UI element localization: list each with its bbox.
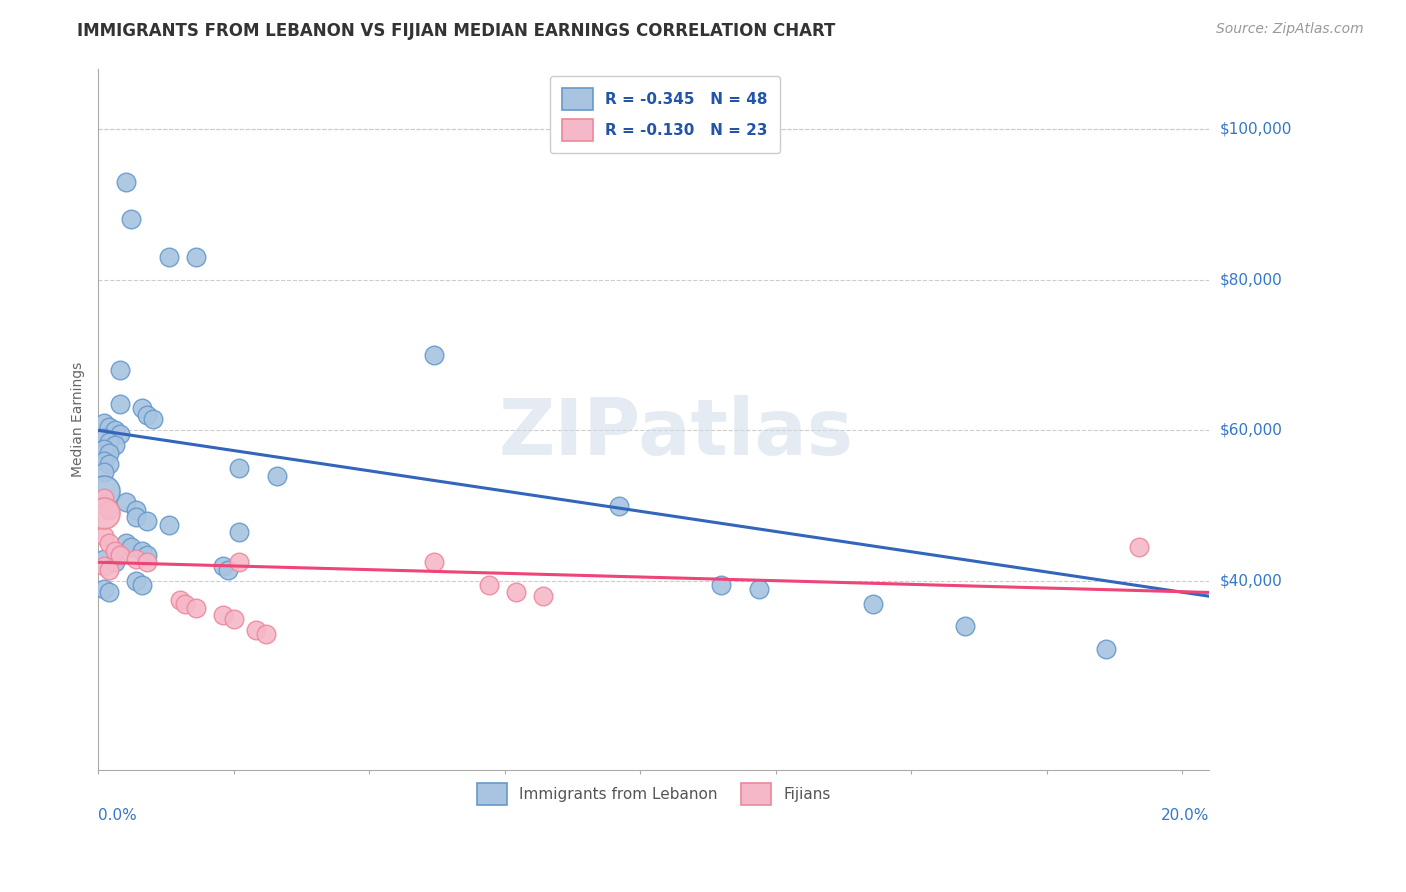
Point xyxy=(136,548,159,562)
Point xyxy=(131,401,153,415)
Point xyxy=(125,551,148,566)
Point xyxy=(125,502,148,516)
Text: Source: ZipAtlas.com: Source: ZipAtlas.com xyxy=(1216,22,1364,37)
Point xyxy=(93,506,115,520)
Point xyxy=(505,585,527,599)
Point xyxy=(217,563,239,577)
Point xyxy=(125,574,148,588)
Point xyxy=(114,495,136,509)
Text: $80,000: $80,000 xyxy=(1220,272,1282,287)
Point xyxy=(93,529,115,543)
Point xyxy=(142,412,165,426)
Point xyxy=(222,612,245,626)
Point xyxy=(955,619,977,633)
Point xyxy=(98,502,121,516)
Point xyxy=(108,397,131,411)
Point xyxy=(98,419,121,434)
Point xyxy=(174,597,197,611)
Point xyxy=(98,585,121,599)
Point xyxy=(477,578,499,592)
Point xyxy=(228,555,250,569)
Point xyxy=(136,514,159,528)
Text: 20.0%: 20.0% xyxy=(1161,808,1209,823)
Point xyxy=(228,525,250,540)
Point xyxy=(98,434,121,449)
Point xyxy=(104,544,127,558)
Point xyxy=(93,582,115,596)
Point xyxy=(93,416,115,430)
Point xyxy=(93,453,115,467)
Point xyxy=(131,578,153,592)
Point xyxy=(104,438,127,452)
Point xyxy=(1128,540,1150,554)
Point xyxy=(212,608,235,623)
Point xyxy=(93,431,115,445)
Point xyxy=(120,212,142,227)
Point xyxy=(98,536,121,550)
Point xyxy=(1095,642,1118,657)
Point xyxy=(245,623,267,637)
Point xyxy=(423,555,446,569)
Legend: Immigrants from Lebanon, Fijians: Immigrants from Lebanon, Fijians xyxy=(471,777,837,811)
Point xyxy=(104,555,127,569)
Text: $40,000: $40,000 xyxy=(1220,574,1282,589)
Point xyxy=(266,468,288,483)
Y-axis label: Median Earnings: Median Earnings xyxy=(72,361,86,476)
Point xyxy=(93,491,115,506)
Point xyxy=(98,563,121,577)
Point xyxy=(131,544,153,558)
Point xyxy=(136,409,159,423)
Point xyxy=(212,559,235,574)
Point xyxy=(93,483,115,498)
Point xyxy=(108,548,131,562)
Point xyxy=(120,540,142,554)
Point xyxy=(157,517,180,532)
Point xyxy=(93,551,115,566)
Point xyxy=(114,536,136,550)
Point xyxy=(862,597,884,611)
Point xyxy=(104,423,127,437)
Point xyxy=(254,627,277,641)
Point xyxy=(710,578,733,592)
Point xyxy=(93,442,115,457)
Text: 0.0%: 0.0% xyxy=(98,808,138,823)
Point xyxy=(748,582,770,596)
Point xyxy=(607,499,630,513)
Point xyxy=(125,510,148,524)
Point xyxy=(108,363,131,377)
Point xyxy=(228,461,250,475)
Point xyxy=(108,427,131,442)
Point xyxy=(184,250,207,264)
Text: $100,000: $100,000 xyxy=(1220,121,1292,136)
Text: IMMIGRANTS FROM LEBANON VS FIJIAN MEDIAN EARNINGS CORRELATION CHART: IMMIGRANTS FROM LEBANON VS FIJIAN MEDIAN… xyxy=(77,22,835,40)
Point xyxy=(98,457,121,471)
Point xyxy=(169,593,191,607)
Point xyxy=(423,348,446,362)
Point xyxy=(114,175,136,189)
Point xyxy=(531,589,554,603)
Text: $60,000: $60,000 xyxy=(1220,423,1284,438)
Point xyxy=(157,250,180,264)
Text: ZIPatlas: ZIPatlas xyxy=(499,395,853,471)
Point xyxy=(93,559,115,574)
Point xyxy=(93,465,115,479)
Point xyxy=(184,600,207,615)
Point xyxy=(98,446,121,460)
Point xyxy=(136,555,159,569)
